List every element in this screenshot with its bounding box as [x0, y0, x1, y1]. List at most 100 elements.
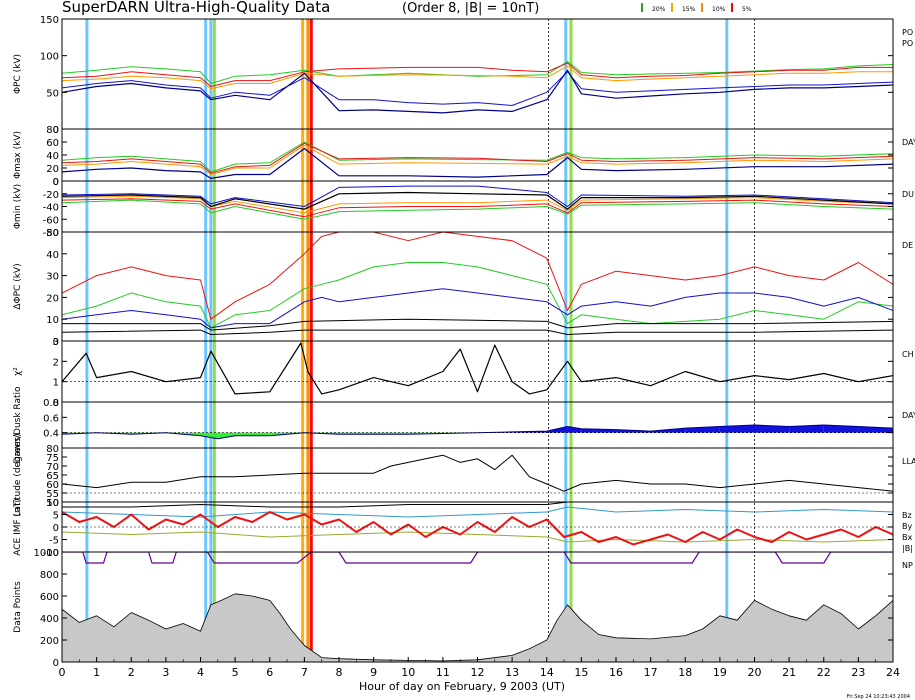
x-tick-label: 3 — [162, 666, 169, 679]
right-label: DE — [902, 241, 913, 250]
y-tick-label: 60 — [46, 138, 59, 149]
y-tick-label: 80 — [46, 125, 59, 136]
x-tick-label: 24 — [886, 666, 900, 679]
y-tick-label: 70 — [46, 462, 59, 473]
panel-min: -80 -60-40 -20 0 Φmin (kV) DU — [13, 177, 914, 239]
series-imf_blue — [62, 506, 893, 518]
panel-plot-area — [62, 424, 893, 440]
y-tick-label: 800 — [40, 570, 59, 581]
x-tick-label: 21 — [782, 666, 796, 679]
x-tick-label: 7 — [301, 666, 308, 679]
x-tick-label: 0 — [59, 666, 66, 679]
y-tick-label: 10 — [46, 315, 59, 326]
right-label: CH — [902, 350, 914, 359]
legend-label: 20% — [652, 6, 666, 13]
y-tick-label: 600 — [40, 592, 59, 603]
y-tick-label: 0 — [53, 177, 59, 188]
ratio-fill-segment — [217, 432, 236, 439]
y-tick-label: 50 — [46, 498, 59, 509]
x-tick-label: 6 — [266, 666, 273, 679]
series-pc_green — [62, 61, 893, 84]
x-tick-label: 12 — [471, 666, 485, 679]
x-tick-label: 19 — [713, 666, 727, 679]
y-tick-label: -5 — [49, 536, 59, 547]
series-lat_black — [62, 454, 893, 492]
y-tick-label: 150 — [40, 15, 59, 26]
series-min_green — [62, 199, 893, 220]
y-tick-label: -60 — [43, 215, 59, 226]
y-tick-label: 10 — [46, 498, 59, 509]
y-tick-label: 60 — [46, 480, 59, 491]
panel-ratio: 0.4 0.6 0.8 Dawn/Dusk Ratio DAY — [13, 386, 915, 464]
series-dphi_green — [62, 262, 893, 329]
right-label: DU — [902, 190, 914, 199]
y-tick-label: -20 — [43, 190, 59, 201]
y-tick-label: 50 — [46, 228, 59, 239]
x-tick-label: 22 — [817, 666, 831, 679]
y-axis-label: χ² — [13, 367, 23, 376]
y-tick-label: 0.6 — [43, 413, 59, 424]
x-tick-label: 2 — [128, 666, 135, 679]
series-data-points — [62, 593, 893, 662]
chart-title: SuperDARN Ultra-High-Quality Data — [62, 0, 330, 16]
series-max_navy — [62, 147, 893, 179]
series-imf_black — [62, 502, 893, 508]
panel-frame — [61, 231, 894, 342]
y-tick-label: 80 — [46, 444, 59, 455]
y-tick-label: 0 — [53, 658, 59, 669]
ratio-fill-segment — [567, 426, 582, 433]
y-tick-label: 0 — [53, 337, 59, 348]
y-tick-label: 0 — [53, 125, 59, 136]
panel-chi: 0 1 2 3 χ² CH — [13, 337, 914, 409]
x-tick-label: 18 — [678, 666, 692, 679]
right-label: NP — [902, 561, 913, 570]
series-dphi_red — [62, 232, 893, 320]
x-axis: 0 1 2 3 4 5 6 7 8 9 10 11 12 13 14 15 16 17 18 19 20 21 22 23 24 — [59, 657, 900, 679]
y-tick-label: 75 — [46, 453, 59, 464]
series-pc_navy — [62, 69, 893, 114]
panel-plot-area — [62, 552, 893, 662]
panel-plot-area — [62, 61, 893, 114]
series-pc_blue — [62, 71, 893, 106]
series-dphi_blue — [62, 288, 893, 329]
y-tick-label: 20 — [46, 164, 59, 175]
legend-label: 10% — [712, 6, 726, 13]
y-tick-label: 30 — [46, 272, 59, 283]
series-dphi_black2 — [62, 329, 893, 335]
y-tick-label: 40 — [46, 250, 59, 261]
y-tick-label: 100 — [40, 52, 59, 63]
series-imf_olive — [62, 531, 893, 543]
y-tick-label: 20 — [46, 293, 59, 304]
panel-plot-area — [62, 502, 893, 546]
series-min_red — [62, 198, 893, 218]
series-max_red — [62, 142, 893, 174]
series-pc_red — [62, 62, 893, 87]
y-tick-label: 0 — [53, 177, 59, 188]
ratio-fill-segment — [789, 425, 824, 433]
panel-plot-area — [62, 232, 893, 335]
y-tick-label: 0.4 — [43, 429, 59, 440]
right-label: DAY — [902, 411, 915, 420]
y-axis-label: Φmax (kV) — [13, 131, 23, 179]
x-tick-label: 8 — [336, 666, 343, 679]
series-max_orange — [62, 144, 893, 175]
x-tick-label: 5 — [232, 666, 239, 679]
right-label: PO — [902, 39, 913, 48]
legend-label: 5% — [742, 6, 752, 13]
x-tick-label: 16 — [609, 666, 623, 679]
panel-frame — [61, 401, 894, 449]
y-tick-label: 3 — [53, 337, 59, 348]
ratio-fill-segment — [719, 425, 755, 433]
series-pc_orange — [62, 65, 893, 90]
right-label: DAY — [902, 138, 915, 147]
panel-plot-area — [62, 141, 893, 179]
y-axis-label: Latitude (degrees) — [13, 433, 23, 516]
right-label: By — [902, 522, 912, 531]
y-tick-label: -80 — [43, 228, 59, 239]
chart-subtitle: (Order 8, |B| = 10nT) — [402, 1, 539, 16]
y-axis-label: Dawn/Dusk Ratio — [13, 386, 23, 464]
x-axis-label: Hour of day on February, 9 2003 (UT) — [359, 680, 565, 693]
